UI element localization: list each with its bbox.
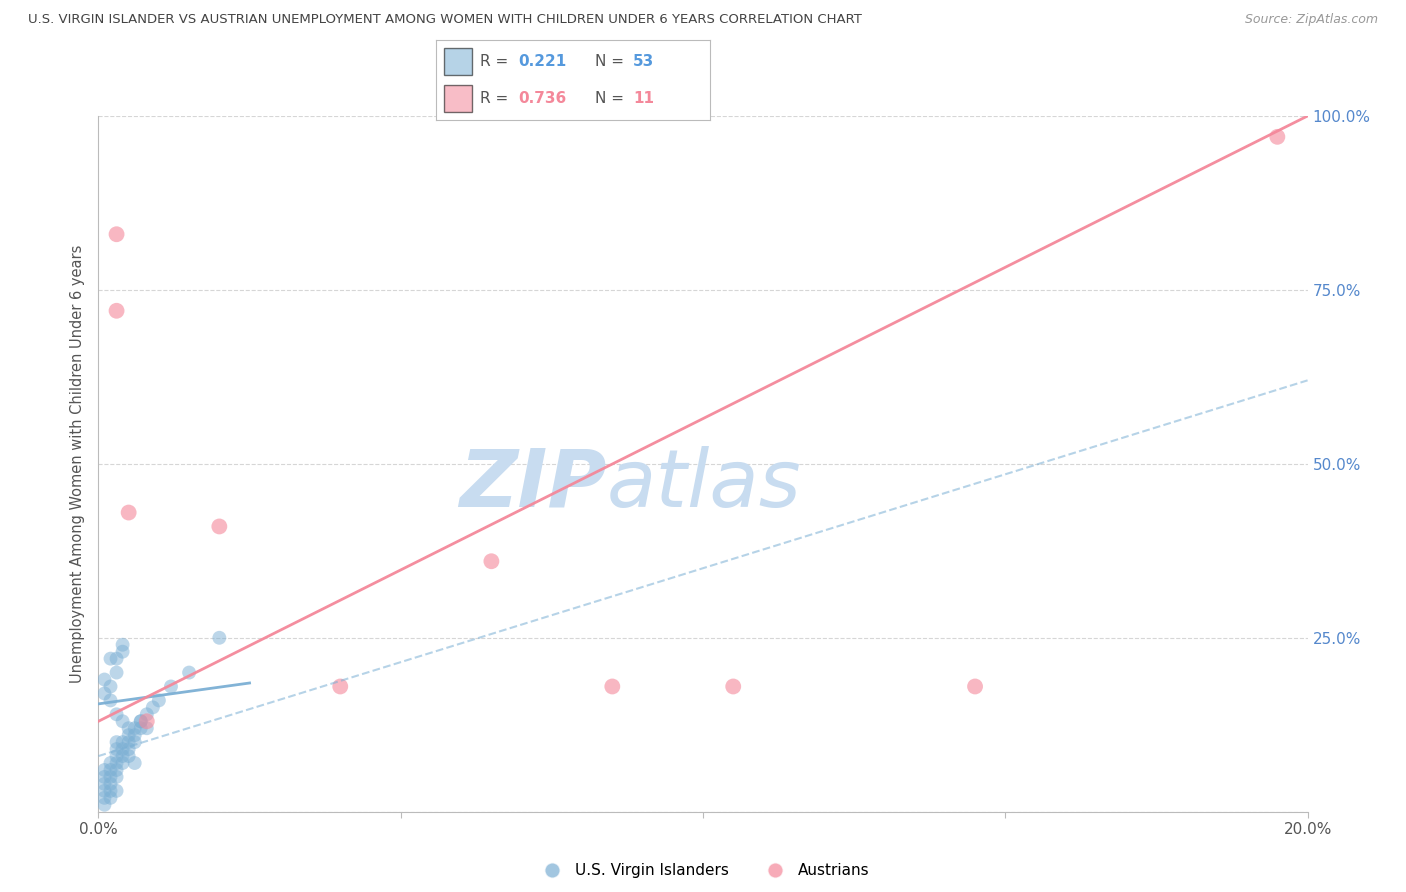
Point bbox=[100, 790, 122, 805]
Text: 11: 11 bbox=[633, 91, 654, 106]
Point bbox=[111, 756, 134, 770]
Point bbox=[118, 735, 141, 749]
Point bbox=[100, 777, 122, 791]
Point bbox=[100, 756, 122, 770]
Point bbox=[481, 554, 503, 568]
Text: ZIP: ZIP bbox=[458, 446, 606, 524]
Point bbox=[208, 519, 231, 533]
Point bbox=[111, 735, 134, 749]
Y-axis label: Unemployment Among Women with Children Under 6 years: Unemployment Among Women with Children U… bbox=[70, 244, 86, 683]
Point bbox=[135, 707, 157, 722]
Point bbox=[160, 680, 183, 694]
Point bbox=[105, 303, 128, 318]
Point bbox=[93, 790, 115, 805]
Text: U.S. VIRGIN ISLANDER VS AUSTRIAN UNEMPLOYMENT AMONG WOMEN WITH CHILDREN UNDER 6 : U.S. VIRGIN ISLANDER VS AUSTRIAN UNEMPLO… bbox=[28, 13, 862, 27]
FancyBboxPatch shape bbox=[444, 48, 471, 76]
Point bbox=[100, 763, 122, 777]
Text: R =: R = bbox=[479, 91, 513, 106]
Point bbox=[100, 693, 122, 707]
Point bbox=[93, 763, 115, 777]
Point bbox=[111, 645, 134, 659]
Text: R =: R = bbox=[479, 54, 513, 70]
Point bbox=[100, 651, 122, 665]
Point bbox=[135, 714, 157, 729]
Point bbox=[111, 742, 134, 756]
Point bbox=[111, 714, 134, 729]
Point bbox=[105, 665, 128, 680]
Point bbox=[93, 784, 115, 798]
Point bbox=[93, 673, 115, 687]
Point bbox=[129, 714, 152, 729]
Point bbox=[105, 784, 128, 798]
Text: N =: N = bbox=[595, 54, 628, 70]
Point bbox=[105, 756, 128, 770]
Point bbox=[105, 735, 128, 749]
Point bbox=[105, 227, 128, 242]
Point bbox=[118, 721, 141, 735]
Point bbox=[100, 784, 122, 798]
Legend: U.S. Virgin Islanders, Austrians: U.S. Virgin Islanders, Austrians bbox=[530, 857, 876, 884]
Point bbox=[179, 665, 201, 680]
Point bbox=[135, 721, 157, 735]
Point bbox=[1267, 129, 1289, 144]
Text: 0.736: 0.736 bbox=[517, 91, 567, 106]
Point bbox=[93, 770, 115, 784]
Point bbox=[118, 749, 141, 764]
Point bbox=[148, 693, 170, 707]
Point bbox=[118, 728, 141, 742]
Point bbox=[124, 728, 146, 742]
Point bbox=[105, 742, 128, 756]
Point bbox=[208, 631, 231, 645]
Point bbox=[111, 749, 134, 764]
Point bbox=[118, 506, 141, 520]
Point bbox=[100, 770, 122, 784]
Text: N =: N = bbox=[595, 91, 628, 106]
Point bbox=[329, 680, 352, 694]
Point bbox=[105, 707, 128, 722]
Text: atlas: atlas bbox=[606, 446, 801, 524]
Text: 53: 53 bbox=[633, 54, 655, 70]
Point bbox=[602, 680, 624, 694]
Point bbox=[111, 638, 134, 652]
Point bbox=[93, 777, 115, 791]
Text: 0.221: 0.221 bbox=[517, 54, 567, 70]
Point bbox=[105, 651, 128, 665]
Point bbox=[142, 700, 165, 714]
Point bbox=[124, 756, 146, 770]
FancyBboxPatch shape bbox=[444, 85, 471, 112]
Point bbox=[124, 721, 146, 735]
Point bbox=[129, 721, 152, 735]
Point bbox=[93, 797, 115, 812]
Point bbox=[93, 686, 115, 700]
Point bbox=[129, 714, 152, 729]
Point bbox=[118, 742, 141, 756]
Point bbox=[965, 680, 987, 694]
Text: Source: ZipAtlas.com: Source: ZipAtlas.com bbox=[1244, 13, 1378, 27]
Point bbox=[124, 735, 146, 749]
Point bbox=[105, 763, 128, 777]
Point bbox=[723, 680, 745, 694]
Point bbox=[105, 749, 128, 764]
Point bbox=[105, 770, 128, 784]
Point bbox=[100, 680, 122, 694]
